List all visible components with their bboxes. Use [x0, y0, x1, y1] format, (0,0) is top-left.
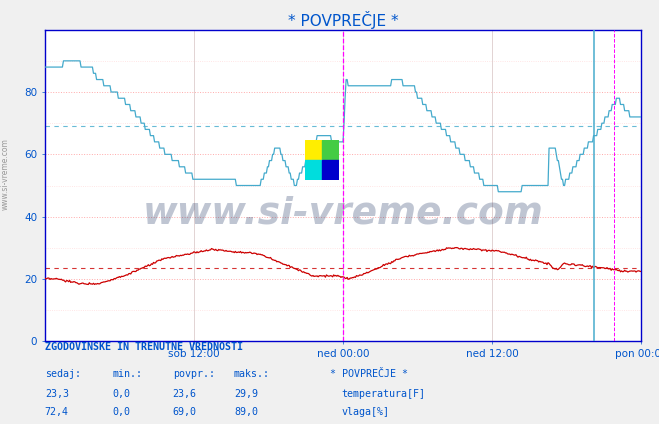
Text: 69,0: 69,0 [173, 407, 196, 417]
Text: 72,4: 72,4 [45, 407, 69, 417]
Text: 23,6: 23,6 [173, 389, 196, 399]
Text: www.si-vreme.com: www.si-vreme.com [1, 138, 10, 210]
Title: * POVPREČJE *: * POVPREČJE * [288, 11, 398, 28]
Text: vlaga[%]: vlaga[%] [341, 407, 389, 417]
Text: maks.:: maks.: [234, 369, 270, 379]
Text: povpr.:: povpr.: [173, 369, 215, 379]
Text: min.:: min.: [112, 369, 142, 379]
Text: 0,0: 0,0 [112, 407, 130, 417]
Bar [305, 140, 322, 160]
Bar [305, 160, 322, 180]
Text: temperatura[F]: temperatura[F] [341, 389, 425, 399]
Text: ZGODOVINSKE IN TRENUTNE VREDNOSTI: ZGODOVINSKE IN TRENUTNE VREDNOSTI [45, 342, 243, 352]
Bar [322, 140, 339, 160]
Text: 23,3: 23,3 [45, 389, 69, 399]
Text: 0,0: 0,0 [112, 389, 130, 399]
Text: * POVPREČJE *: * POVPREČJE * [330, 369, 407, 379]
Text: 29,9: 29,9 [234, 389, 258, 399]
Text: 89,0: 89,0 [234, 407, 258, 417]
Bar [322, 160, 339, 180]
Text: www.si-vreme.com: www.si-vreme.com [142, 195, 544, 232]
Text: sedaj:: sedaj: [45, 369, 81, 379]
